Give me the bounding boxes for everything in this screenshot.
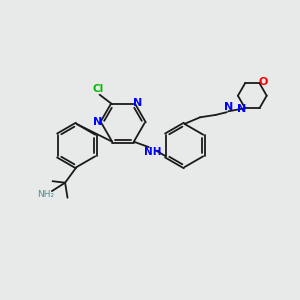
Text: NH₂: NH₂ [37, 190, 55, 199]
Text: Cl: Cl [92, 84, 104, 94]
Text: N: N [93, 117, 102, 128]
Text: N: N [237, 104, 246, 114]
Text: N: N [224, 102, 233, 112]
Text: O: O [259, 77, 268, 87]
Text: N: N [133, 98, 142, 108]
Text: NH: NH [144, 147, 161, 157]
